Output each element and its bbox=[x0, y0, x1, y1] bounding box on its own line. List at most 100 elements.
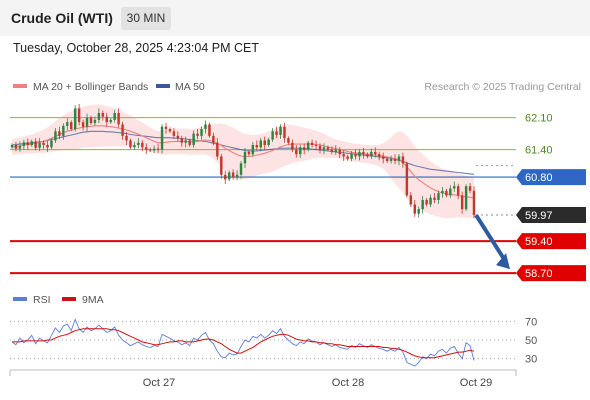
candle-body bbox=[184, 140, 187, 143]
candle bbox=[70, 120, 73, 131]
timeframe-button[interactable]: 30 MIN bbox=[121, 7, 171, 30]
candle-body bbox=[208, 124, 211, 136]
bollinger-bands bbox=[12, 104, 474, 219]
level-label-59.97: 59.97 bbox=[525, 210, 553, 222]
credit-text: Research © 2025 Trading Central bbox=[424, 81, 581, 93]
candle-body bbox=[275, 131, 278, 135]
candle bbox=[445, 188, 448, 198]
candle bbox=[314, 140, 318, 150]
candle-body bbox=[54, 131, 57, 141]
candle bbox=[18, 141, 22, 152]
price-levels bbox=[10, 117, 516, 275]
x-tick-label: Oct 27 bbox=[143, 377, 175, 389]
candle-body bbox=[409, 195, 413, 205]
candle-body bbox=[192, 133, 195, 146]
candle-body bbox=[93, 119, 97, 124]
candle-body bbox=[70, 122, 73, 130]
candle bbox=[97, 108, 101, 124]
level-label-60.80: 60.80 bbox=[525, 172, 553, 184]
candle-body bbox=[322, 147, 326, 150]
candle-body bbox=[73, 108, 77, 130]
candle bbox=[62, 123, 65, 140]
candle bbox=[429, 194, 432, 208]
candle bbox=[176, 131, 180, 142]
candle-body bbox=[66, 122, 69, 126]
candle-body bbox=[401, 156, 405, 164]
candle bbox=[342, 150, 345, 162]
candle-body bbox=[137, 142, 140, 146]
rsi-tick-50: 50 bbox=[525, 335, 537, 347]
candle-body bbox=[26, 142, 30, 146]
candle bbox=[271, 128, 274, 143]
candle bbox=[397, 153, 401, 165]
candle bbox=[318, 143, 322, 154]
candle bbox=[464, 184, 468, 211]
level-labels: 62.10 61.40 60.80 59.97 59.40 58.70 bbox=[516, 113, 586, 282]
candle bbox=[346, 154, 349, 161]
candle bbox=[456, 183, 460, 200]
rsi-legend-swatch bbox=[13, 297, 27, 301]
candle bbox=[50, 138, 53, 150]
candle-body bbox=[172, 131, 176, 136]
candle bbox=[224, 170, 227, 184]
candle-body bbox=[46, 145, 49, 148]
candle-body bbox=[449, 188, 452, 196]
candle-body bbox=[342, 154, 345, 157]
candle-body bbox=[374, 151, 377, 155]
candle-body bbox=[224, 174, 227, 180]
candle-body bbox=[271, 131, 274, 140]
candle bbox=[354, 149, 357, 160]
level-tag-59.97: 59.97 bbox=[516, 207, 586, 224]
candle-body bbox=[117, 113, 120, 125]
candle-body bbox=[421, 199, 424, 210]
candle-body bbox=[89, 117, 93, 124]
candle bbox=[117, 108, 120, 128]
candle-body bbox=[299, 147, 302, 155]
candle-body bbox=[381, 156, 385, 159]
timestamp: Tuesday, October 28, 2025 4:23:04 PM CET bbox=[13, 41, 259, 55]
candle-body bbox=[362, 151, 365, 155]
x-tick-label: Oct 29 bbox=[460, 377, 492, 389]
candle bbox=[227, 170, 231, 182]
candle-body bbox=[267, 139, 270, 146]
rsi-legend-label: RSI bbox=[33, 294, 51, 306]
candle-body bbox=[389, 158, 393, 162]
instrument-title: Crude Oil (WTI) bbox=[11, 10, 113, 26]
candle-body bbox=[310, 142, 314, 146]
candle-body bbox=[180, 138, 184, 143]
candle bbox=[401, 152, 405, 168]
candle bbox=[310, 139, 314, 148]
candle-body bbox=[460, 195, 464, 210]
candle bbox=[449, 185, 452, 198]
candle bbox=[291, 139, 294, 153]
candle-body bbox=[231, 172, 235, 178]
candle bbox=[26, 138, 30, 150]
candle bbox=[334, 145, 338, 156]
candle-body bbox=[456, 186, 460, 196]
candle bbox=[389, 155, 393, 164]
rsi-ma-line bbox=[12, 328, 475, 359]
candle-body bbox=[188, 140, 191, 146]
candle-body bbox=[397, 156, 401, 162]
candle-body bbox=[10, 145, 14, 148]
candle-body bbox=[263, 140, 266, 146]
level-tag-59.40: 59.40 bbox=[516, 233, 586, 250]
candle-body bbox=[141, 142, 144, 148]
candle bbox=[460, 191, 464, 214]
candle bbox=[322, 143, 326, 155]
candle-body bbox=[464, 186, 468, 210]
candle bbox=[129, 138, 132, 150]
candle-body bbox=[314, 145, 318, 147]
candle-body bbox=[18, 145, 22, 149]
candle bbox=[453, 181, 456, 192]
candle-body bbox=[212, 135, 215, 143]
candle bbox=[148, 147, 152, 153]
level-label-62.10: 62.10 bbox=[525, 113, 553, 125]
candle bbox=[409, 192, 413, 208]
candle bbox=[184, 136, 187, 148]
candle bbox=[279, 124, 282, 139]
candle-body bbox=[295, 149, 298, 155]
candle bbox=[216, 138, 219, 160]
candle-body bbox=[370, 151, 373, 157]
candle bbox=[196, 129, 199, 140]
